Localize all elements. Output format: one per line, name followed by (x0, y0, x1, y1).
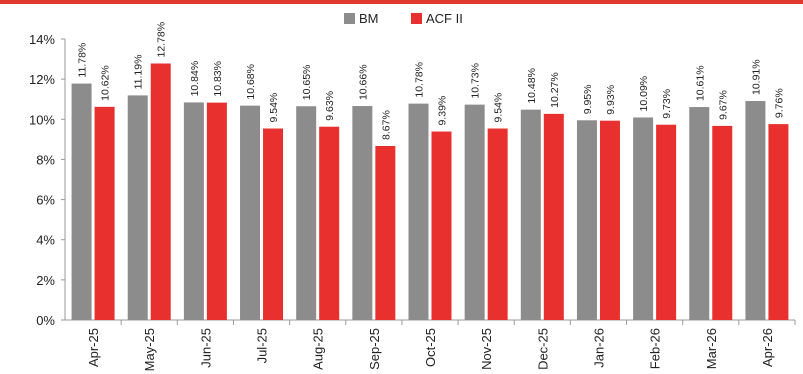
data-label-bm: 10.84% (189, 61, 201, 97)
legend-item-acf: ACF II (411, 11, 463, 26)
x-tick-label: Oct-25 (423, 328, 438, 367)
data-label-bm: 10.78% (414, 62, 426, 98)
bar-bm (352, 106, 373, 320)
y-tick-label: 0% (36, 313, 55, 328)
bar-acf (319, 126, 340, 320)
data-label-acf: 10.62% (100, 65, 112, 101)
bar-acf (431, 131, 452, 320)
data-label-acf: 9.76% (773, 88, 785, 118)
data-label-acf: 9.93% (605, 85, 617, 115)
data-label-acf: 9.63% (324, 91, 336, 121)
bar-acf (656, 124, 677, 320)
x-tick-label: Nov-25 (479, 328, 494, 370)
data-label-acf: 9.54% (268, 93, 280, 123)
data-label-bm: 10.65% (301, 65, 313, 101)
data-label-bm: 10.91% (750, 59, 762, 95)
x-tick-label: May-25 (142, 328, 157, 371)
legend-swatch-bm (344, 13, 355, 24)
bar-acf (712, 125, 733, 320)
y-tick-label: 2% (36, 273, 55, 288)
bar-bm (71, 83, 92, 321)
data-label-bm: 11.78% (77, 43, 89, 78)
bar-bm (576, 120, 597, 321)
x-tick-label: Jun-25 (198, 328, 213, 368)
bar-bm (408, 103, 429, 320)
data-label-bm: 10.61% (694, 65, 706, 101)
bar-acf (543, 113, 564, 321)
y-tick-label: 14% (29, 32, 55, 47)
x-tick-label: Apr-26 (760, 328, 775, 367)
x-tick-label: Jan-26 (591, 328, 606, 368)
x-tick-label: Feb-26 (648, 328, 663, 369)
x-tick-label: Mar-26 (704, 328, 719, 369)
data-label-acf: 10.83% (212, 61, 224, 97)
x-tick-label: Apr-25 (86, 328, 101, 367)
x-tick-label: Sep-25 (367, 328, 382, 370)
bar-bm (183, 102, 204, 320)
data-label-bm: 10.68% (245, 64, 257, 100)
bar-acf (206, 102, 227, 320)
legend-item-bm: BM (344, 11, 379, 26)
bar-bm (464, 104, 485, 320)
data-label-acf: 9.73% (661, 89, 673, 119)
bar-bm (520, 109, 541, 320)
bar-acf (768, 124, 789, 320)
data-label-bm: 9.95% (582, 85, 594, 115)
bar-bm (296, 106, 317, 320)
legend-label-bm: BM (359, 11, 379, 26)
data-label-bm: 10.48% (526, 68, 538, 104)
data-label-acf: 10.27% (549, 72, 561, 108)
bar-acf (94, 106, 115, 320)
y-tick-label: 8% (36, 152, 55, 167)
x-tick-label: Dec-25 (535, 328, 550, 370)
y-tick-label: 6% (36, 193, 55, 208)
y-tick-label: 12% (29, 72, 55, 87)
data-label-bm: 10.66% (357, 64, 369, 100)
data-label-acf: 9.39% (437, 96, 449, 126)
data-label-acf: 9.67% (717, 90, 729, 120)
data-label-acf: 9.54% (493, 93, 505, 123)
bar-bm (240, 105, 261, 320)
bar-bm (633, 117, 654, 321)
y-tick-label: 10% (29, 112, 55, 127)
bar-bm (689, 107, 710, 320)
bar-acf (487, 128, 508, 320)
x-tick-label: Jul-25 (255, 328, 270, 363)
top-accent-bar (0, 0, 803, 4)
data-label-bm: 11.19% (133, 55, 145, 90)
bar-acf (599, 120, 620, 321)
data-label-acf: 8.67% (380, 110, 392, 140)
bar-acf (375, 145, 396, 320)
bar-bm (127, 95, 148, 320)
bar-acf (263, 128, 284, 320)
legend-label-acf: ACF II (426, 11, 463, 26)
data-label-bm: 10.73% (470, 63, 482, 99)
bar-bm (745, 101, 766, 320)
legend-swatch-acf (411, 13, 422, 24)
x-tick-label: Aug-25 (311, 328, 326, 370)
data-label-acf: 12.78% (156, 22, 168, 58)
y-tick-label: 4% (36, 233, 55, 248)
data-label-bm: 10.09% (638, 76, 650, 112)
bar-acf (150, 63, 171, 320)
